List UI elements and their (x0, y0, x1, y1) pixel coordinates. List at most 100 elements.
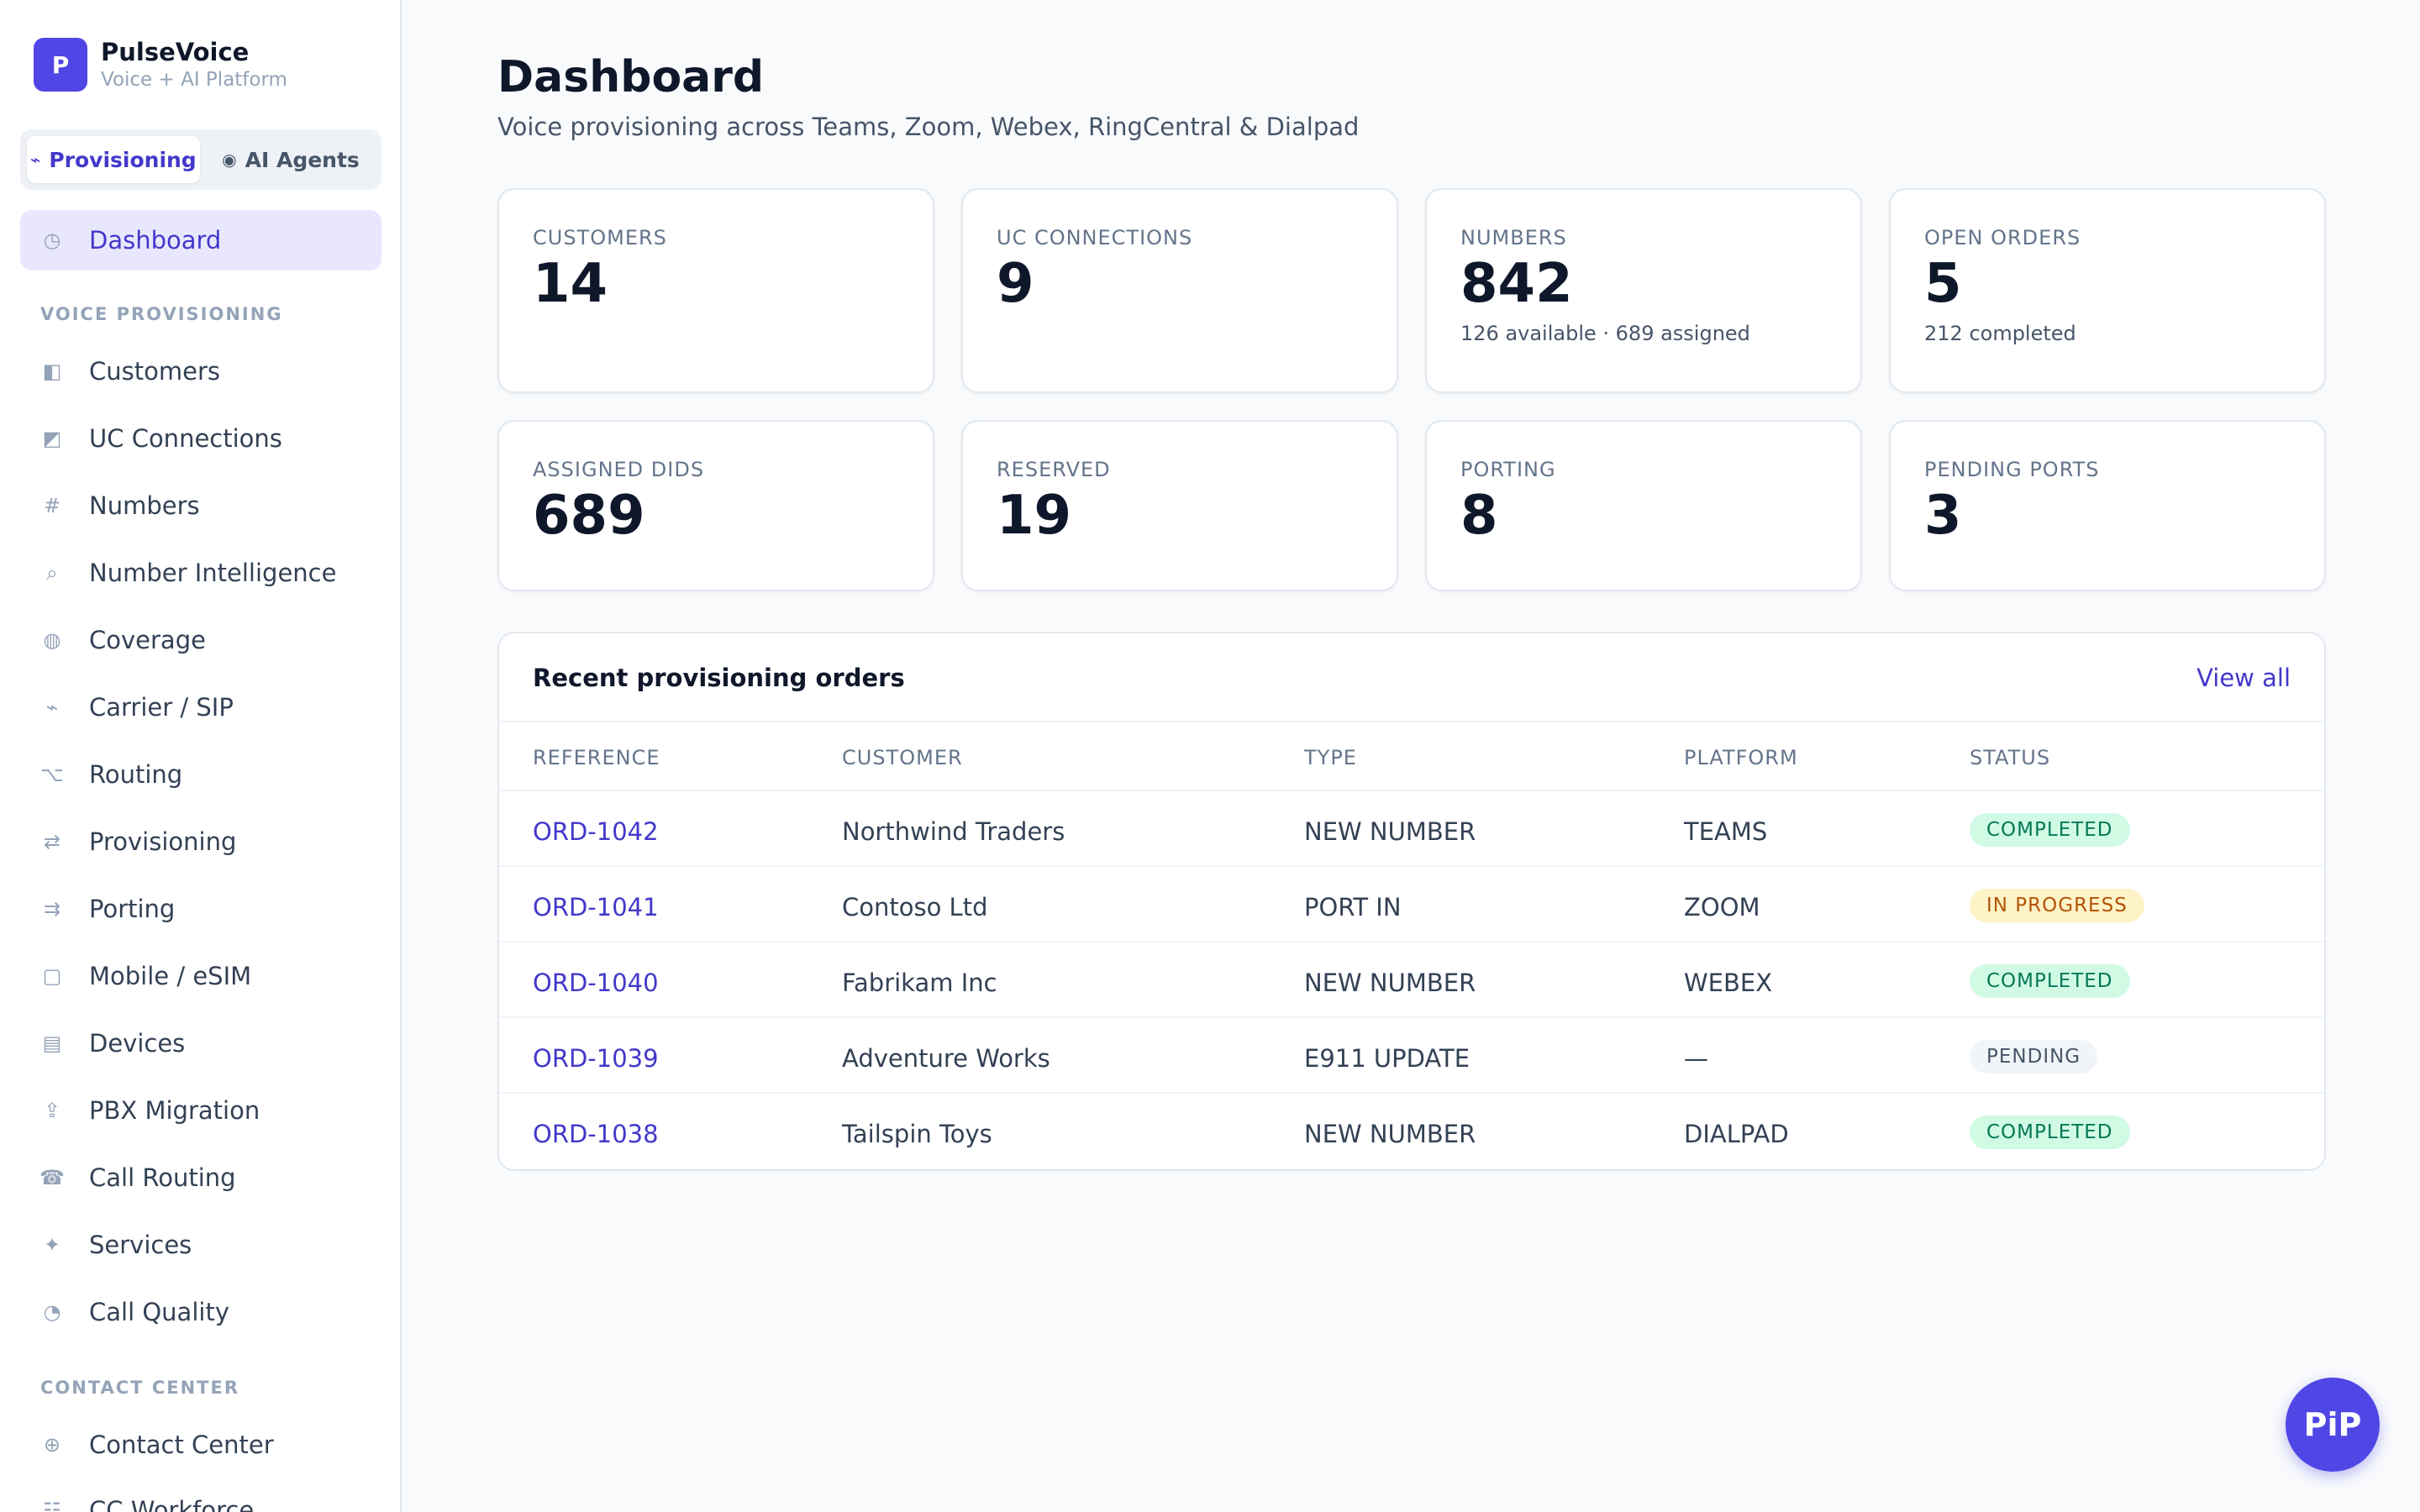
column-header-platform: PLATFORM (1684, 746, 1798, 769)
order-reference-link[interactable]: ORD-1039 (533, 1044, 659, 1073)
pip-button[interactable]: PiP (2286, 1378, 2380, 1472)
view-all-link[interactable]: View all (2196, 664, 2291, 692)
table-row[interactable]: ORD-1041 Contoso Ltd PORT IN ZOOM IN PRO… (499, 867, 2324, 942)
stat-label: RESERVED (997, 458, 1111, 481)
sidebar-item-services[interactable]: ✦ Services (20, 1215, 381, 1275)
sidebar-item-mobile-esim[interactable]: ▢ Mobile / eSIM (20, 946, 381, 1006)
table-header: REFERENCE CUSTOMER TYPE PLATFORM STATUS (499, 722, 2324, 791)
sidebar-item-carrier-sip[interactable]: ⌁ Carrier / SIP (20, 677, 381, 738)
sidebar-item-coverage[interactable]: ◍ Coverage (20, 610, 381, 670)
sidebar-item-devices[interactable]: ▤ Devices (20, 1013, 381, 1074)
sidebar-item-pbx-migration[interactable]: ⇪ PBX Migration (20, 1080, 381, 1141)
sidebar-item-numbers[interactable]: # Numbers (20, 475, 381, 536)
sidebar-item-label: Dashboard (89, 226, 222, 255)
sidebar-item-provisioning[interactable]: ⇄ Provisioning (20, 811, 381, 872)
order-platform: — (1684, 1044, 1708, 1073)
stat-label: ASSIGNED DIDS (533, 458, 705, 481)
mode-tab-ai-agents[interactable]: ◉ AI Agents (207, 136, 375, 183)
sidebar-item-label: Numbers (89, 491, 200, 520)
sidebar-item-porting[interactable]: ⇉ Porting (20, 879, 381, 939)
stat-value: 19 (997, 485, 1072, 547)
brand-logo: P (34, 38, 87, 92)
sidebar-item-routing[interactable]: ⌥ Routing (20, 744, 381, 805)
order-reference-link[interactable]: ORD-1038 (533, 1120, 659, 1148)
stat-card-numbers[interactable]: NUMBERS 842 126 available · 689 assigned (1425, 188, 1862, 393)
stat-card-assigned-dids[interactable]: ASSIGNED DIDS 689 (497, 420, 934, 591)
order-reference-link[interactable]: ORD-1042 (533, 817, 659, 846)
stat-value: 14 (533, 253, 608, 315)
stat-card-pending-ports[interactable]: PENDING PORTS 3 (1889, 420, 2326, 591)
stat-label: CUSTOMERS (533, 226, 667, 249)
status-badge: COMPLETED (1970, 964, 2130, 998)
sidebar-item-label: Devices (89, 1029, 186, 1058)
table-row[interactable]: ORD-1042 Northwind Traders NEW NUMBER TE… (499, 791, 2324, 867)
sidebar-item-cc-workforce[interactable]: ☷ CC Workforce (20, 1480, 381, 1512)
status-badge: PENDING (1970, 1040, 2098, 1074)
carrier-icon: ⌁ (45, 696, 59, 719)
order-customer: Northwind Traders (842, 817, 1065, 846)
stat-label: OPEN ORDERS (1924, 226, 2081, 249)
dashboard-icon: ◷ (43, 228, 61, 252)
stat-card-reserved[interactable]: RESERVED 19 (961, 420, 1398, 591)
sidebar-item-label: Services (89, 1231, 192, 1259)
sidebar: P PulseVoice Voice + AI Platform ⌁ Provi… (0, 0, 402, 1512)
page-subtitle: Voice provisioning across Teams, Zoom, W… (497, 113, 1360, 141)
sidebar-item-label: Contact Center (89, 1431, 274, 1459)
stat-value: 3 (1924, 485, 1962, 547)
sidebar-item-customers[interactable]: ◧ Customers (20, 341, 381, 402)
sidebar-item-contact-center[interactable]: ⊕ Contact Center (20, 1415, 381, 1475)
column-header-status: STATUS (1970, 746, 2051, 769)
stat-label: PENDING PORTS (1924, 458, 2100, 481)
stat-value: 8 (1460, 485, 1498, 547)
order-customer: Adventure Works (842, 1044, 1050, 1073)
workforce-icon: ☷ (43, 1499, 61, 1512)
sidebar-item-label: Porting (89, 895, 176, 923)
devices-icon: ▤ (42, 1032, 62, 1055)
sidebar-item-label: Carrier / SIP (89, 693, 234, 722)
sidebar-item-label: CC Workforce (89, 1496, 255, 1512)
brand-name: PulseVoice (101, 38, 250, 66)
table-row[interactable]: ORD-1039 Adventure Works E911 UPDATE — P… (499, 1018, 2324, 1094)
hash-icon: # (43, 494, 61, 517)
stat-card-uc-connections[interactable]: UC CONNECTIONS 9 (961, 188, 1398, 393)
order-reference-link[interactable]: ORD-1040 (533, 969, 659, 997)
stat-card-porting[interactable]: PORTING 8 (1425, 420, 1862, 591)
brand[interactable]: P PulseVoice Voice + AI Platform (34, 37, 287, 92)
sidebar-item-call-quality[interactable]: ◔ Call Quality (20, 1282, 381, 1342)
order-platform: ZOOM (1684, 893, 1760, 921)
porting-icon: ⇉ (43, 897, 61, 921)
order-reference-link[interactable]: ORD-1041 (533, 893, 659, 921)
sidebar-item-label: Call Routing (89, 1163, 236, 1192)
column-header-reference: REFERENCE (533, 746, 660, 769)
order-customer: Contoso Ltd (842, 893, 988, 921)
stat-card-open-orders[interactable]: OPEN ORDERS 5 212 completed (1889, 188, 2326, 393)
stat-value: 842 (1460, 253, 1573, 315)
orders-header: Recent provisioning orders View all (499, 633, 2324, 722)
sidebar-item-label: Number Intelligence (89, 559, 337, 587)
mode-tab-provisioning[interactable]: ⌁ Provisioning (27, 136, 200, 183)
page-title: Dashboard (497, 52, 765, 102)
recent-orders-card: Recent provisioning orders View all REFE… (497, 632, 2326, 1171)
sparkle-icon: ✦ (43, 1233, 61, 1257)
order-platform: TEAMS (1684, 817, 1768, 846)
table-row[interactable]: ORD-1040 Fabrikam Inc NEW NUMBER WEBEX C… (499, 942, 2324, 1018)
stat-card-customers[interactable]: CUSTOMERS 14 (497, 188, 934, 393)
sidebar-item-label: Customers (89, 357, 220, 386)
order-type: PORT IN (1304, 893, 1402, 921)
table-row[interactable]: ORD-1038 Tailspin Toys NEW NUMBER DIALPA… (499, 1094, 2324, 1169)
sidebar-item-call-routing[interactable]: ☎ Call Routing (20, 1147, 381, 1208)
column-header-type: TYPE (1304, 746, 1357, 769)
sidebar-item-uc-connections[interactable]: ◩ UC Connections (20, 408, 381, 469)
sidebar-item-dashboard[interactable]: ◷ Dashboard (20, 210, 381, 270)
sidebar-item-number-intelligence[interactable]: ⌕ Number Intelligence (20, 543, 381, 603)
sidebar-item-label: Coverage (89, 626, 206, 654)
brand-subtitle: Voice + AI Platform (101, 69, 287, 91)
order-platform: WEBEX (1684, 969, 1773, 997)
sidebar-item-label: Routing (89, 760, 183, 789)
section-voice-provisioning: VOICE PROVISIONING (40, 304, 283, 324)
migration-icon: ⇪ (43, 1099, 61, 1122)
mode-tab-label: Provisioning (49, 147, 197, 172)
sidebar-item-label: Provisioning (89, 827, 237, 856)
stat-value: 9 (997, 253, 1034, 315)
order-platform: DIALPAD (1684, 1120, 1789, 1148)
